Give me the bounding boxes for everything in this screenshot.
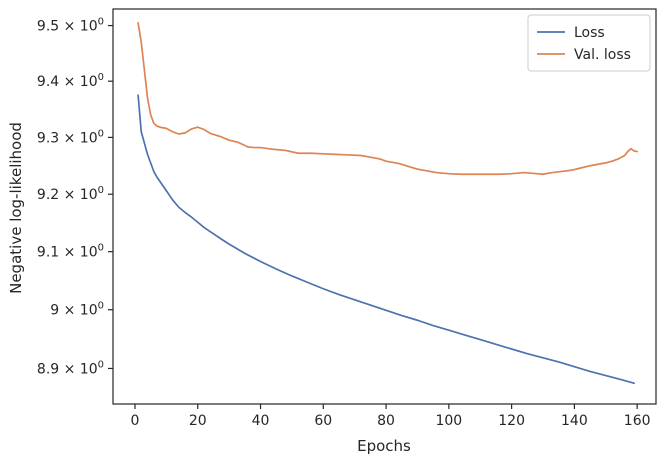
- y-tick-label: 9.2 × 100: [37, 185, 104, 203]
- legend-label-0: Loss: [574, 25, 605, 41]
- x-tick-label: 100: [435, 413, 462, 429]
- axes-layer: 0 20 40 60 80 100 120 140 160 8.9 × 100 9 × 100 9.1…: [37, 8, 657, 429]
- legend-label-1: Val. loss: [574, 47, 631, 63]
- series-layer: [137, 21, 639, 385]
- x-tick-label: 20: [189, 413, 207, 429]
- x-tick-label: 80: [377, 413, 395, 429]
- x-tick-label: 40: [252, 413, 270, 429]
- y-tick-label: 8.9 × 100: [37, 359, 104, 377]
- legend: Loss Val. loss: [527, 14, 651, 72]
- y-tick-label: 9.5 × 100: [37, 17, 104, 35]
- x-tick-label: 120: [498, 413, 525, 429]
- plot-background: [113, 9, 656, 404]
- x-tick-label: 0: [131, 413, 140, 429]
- x-tick-label: 140: [561, 413, 588, 429]
- series-line-1: [137, 21, 639, 176]
- legend-box: [527, 14, 651, 72]
- y-axis-label: Negative log-likelihood: [7, 122, 25, 294]
- axes-frame: [112, 8, 657, 405]
- y-tick-label: 9 × 100: [50, 301, 104, 319]
- plot-area: [113, 9, 656, 404]
- y-tick-label: 9.4 × 100: [37, 72, 104, 90]
- x-tick-label: 60: [314, 413, 332, 429]
- x-tick-label: 160: [624, 413, 651, 429]
- x-axis-label: Epochs: [357, 437, 411, 455]
- series-line-0: [137, 94, 635, 385]
- y-tick-label: 9.1 × 100: [37, 243, 104, 261]
- y-tick-label: 9.3 × 100: [37, 128, 104, 146]
